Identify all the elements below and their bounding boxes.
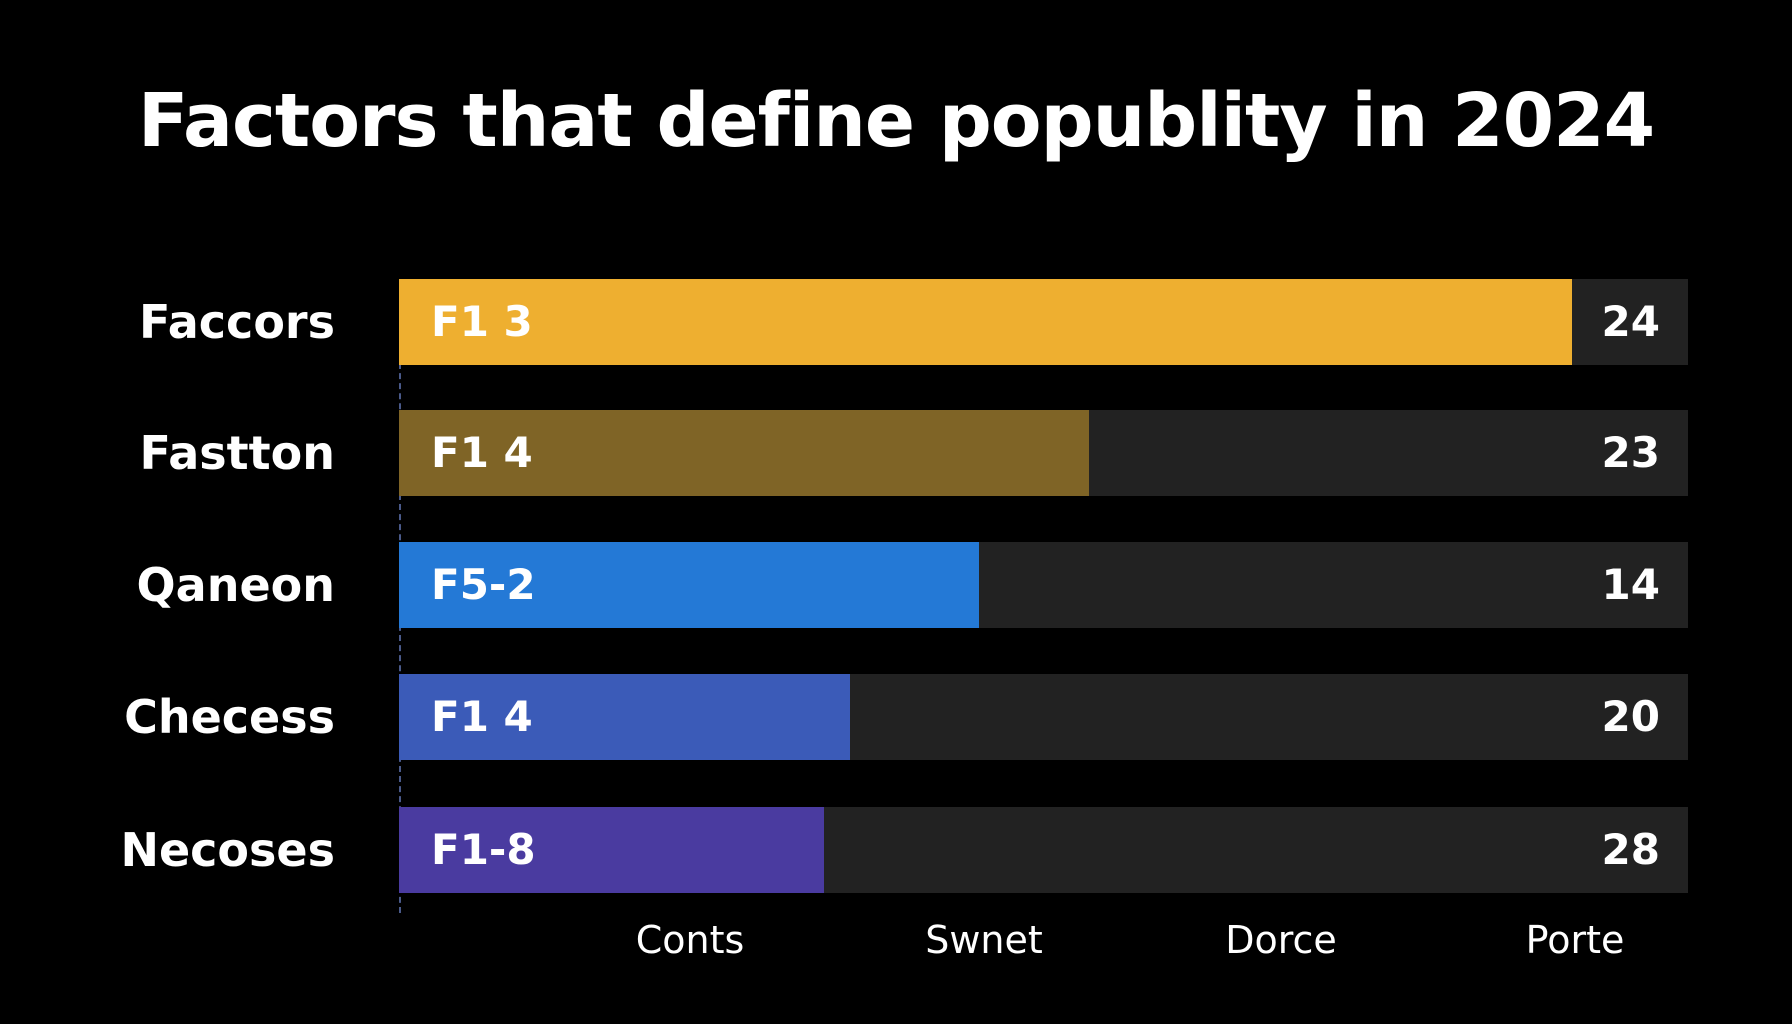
- bar-track: F1-8 28: [399, 807, 1688, 893]
- x-tick-label: Conts: [635, 918, 745, 962]
- bar: [399, 674, 851, 760]
- bar: [399, 542, 980, 628]
- category-label: Qaneon: [136, 558, 335, 612]
- value-label: 14: [1601, 560, 1660, 609]
- value-label: 24: [1601, 297, 1660, 346]
- category-label: Checess: [124, 690, 335, 744]
- bar-row: Checess F1 4 20: [0, 674, 1792, 760]
- bar-label: F1-8: [431, 825, 536, 874]
- value-label: 20: [1601, 692, 1660, 741]
- bar: [399, 807, 825, 893]
- axis-line: [399, 363, 401, 913]
- x-tick-label: Dorce: [1225, 918, 1337, 962]
- bar-label: F1 3: [431, 297, 533, 346]
- bar-row: Fastton F1 4 23: [0, 410, 1792, 496]
- bar: [399, 279, 1572, 365]
- bar-label: F1 4: [431, 428, 533, 477]
- bar-track: F1 4 20: [399, 674, 1688, 760]
- bar-track: F1 3 24: [399, 279, 1688, 365]
- category-label: Necoses: [120, 823, 335, 877]
- bar-label: F5-2: [431, 560, 536, 609]
- chart-title: Factors that define popublity in 2024: [137, 78, 1655, 164]
- bar-track: F1 4 23: [399, 410, 1688, 496]
- category-label: Fastton: [139, 426, 335, 480]
- bar-row: Necoses F1-8 28: [0, 807, 1792, 893]
- bar-track: F5-2 14: [399, 542, 1688, 628]
- value-label: 23: [1601, 428, 1660, 477]
- bar-row: Faccors F1 3 24: [0, 279, 1792, 365]
- value-label: 28: [1601, 825, 1660, 874]
- bar-label: F1 4: [431, 692, 533, 741]
- x-tick-label: Porte: [1525, 918, 1625, 962]
- x-tick-label: Swnet: [925, 918, 1043, 962]
- category-label: Faccors: [139, 295, 335, 349]
- bar: [399, 410, 1089, 496]
- bar-row: Qaneon F5-2 14: [0, 542, 1792, 628]
